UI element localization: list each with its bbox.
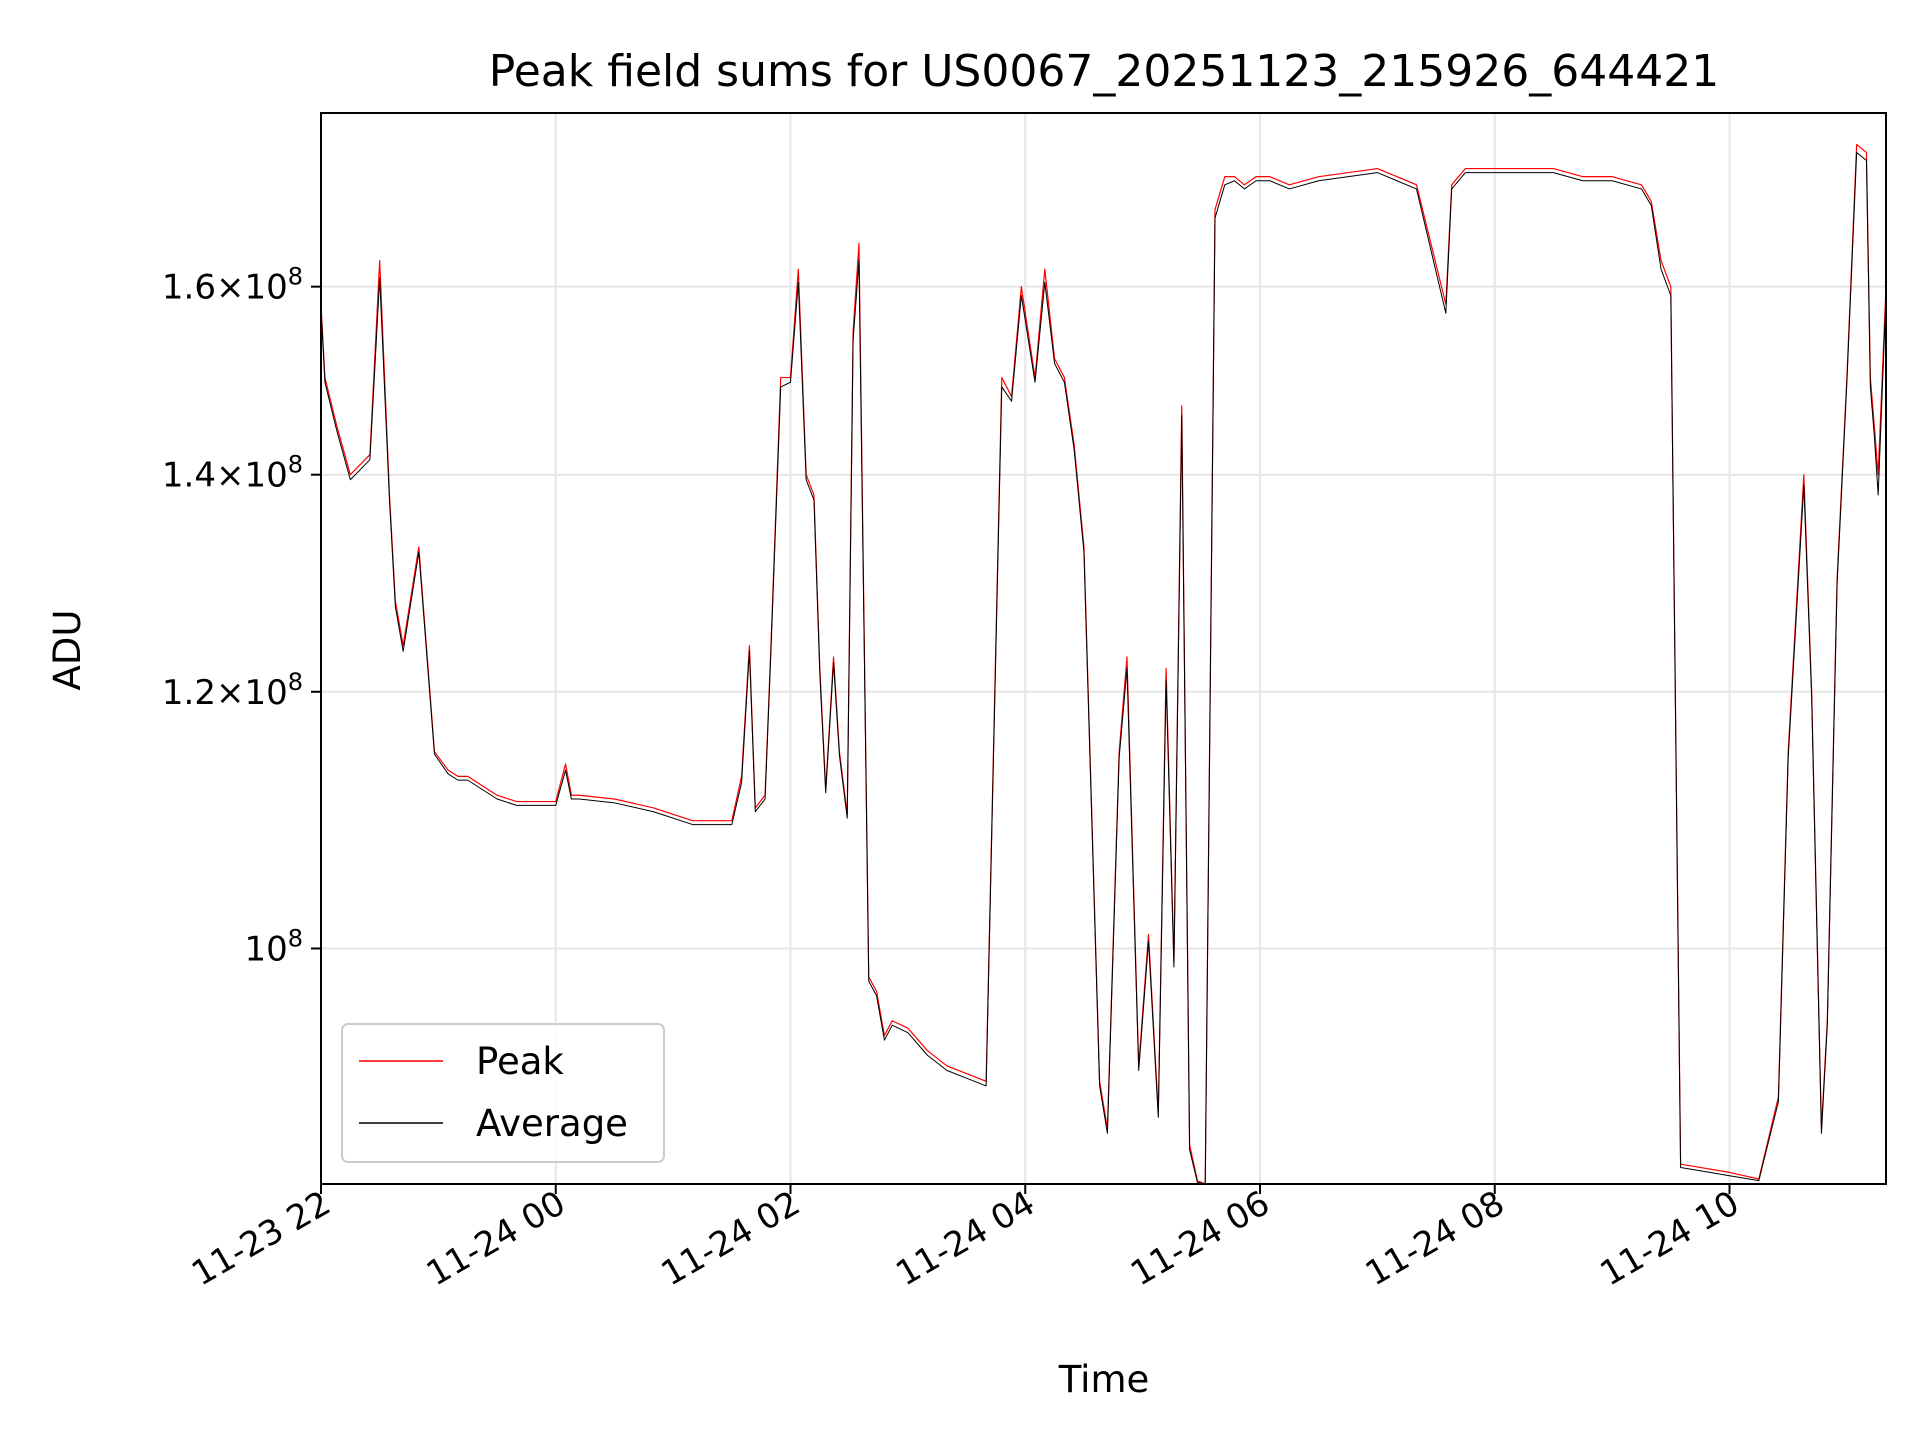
series-line-peak (320, 143, 1887, 1185)
legend-box (341, 1023, 665, 1163)
y-tick-mantissa: 1.4 (162, 456, 216, 496)
y-axis-ticks: 108 1.2×108 1.4×108 1.6×108 (162, 263, 321, 970)
y-tick-label: 1.6×108 (162, 263, 303, 308)
chart-title: Peak field sums for US0067_20251123_2159… (489, 46, 1719, 97)
x-tick-label: 11-24 02 (655, 1183, 807, 1294)
plot-frame (320, 112, 1887, 1185)
series-line-average (320, 151, 1887, 1185)
x-tick-label: 11-24 06 (1124, 1183, 1276, 1294)
y-tick-exponent: 8 (288, 925, 303, 953)
y-tick-label: 1.4×108 (162, 451, 303, 496)
x-tick-label: 11-24 04 (889, 1183, 1041, 1294)
legend-label-peak: Peak (476, 1040, 564, 1083)
y-tick-mantissa: 1.6 (162, 268, 216, 308)
legend-label-average: Average (476, 1102, 628, 1145)
y-tick-exponent: 8 (288, 668, 303, 696)
grid (320, 113, 1886, 1184)
y-tick-mantissa: 1.2 (162, 673, 216, 713)
x-axis-label: Time (1058, 1358, 1150, 1401)
x-tick-label: 11-23 22 (185, 1183, 337, 1294)
x-tick-label: 11-24 10 (1594, 1183, 1746, 1294)
y-tick-exponent: 8 (288, 451, 303, 479)
y-axis-label: ADU (46, 610, 89, 691)
x-tick-label: 11-24 08 (1359, 1183, 1511, 1294)
y-tick-exponent: 8 (288, 263, 303, 291)
x-axis-ticks: 11-23 22 11-24 00 11-24 02 11-24 04 11-24 06… (185, 1183, 1746, 1294)
x-tick-label: 11-24 00 (420, 1183, 572, 1294)
legend: Peak Average (341, 1023, 665, 1163)
y-tick-label: 1.2×108 (162, 668, 303, 713)
data-lines (320, 143, 1887, 1185)
y-tick-label: 108 (244, 925, 303, 970)
